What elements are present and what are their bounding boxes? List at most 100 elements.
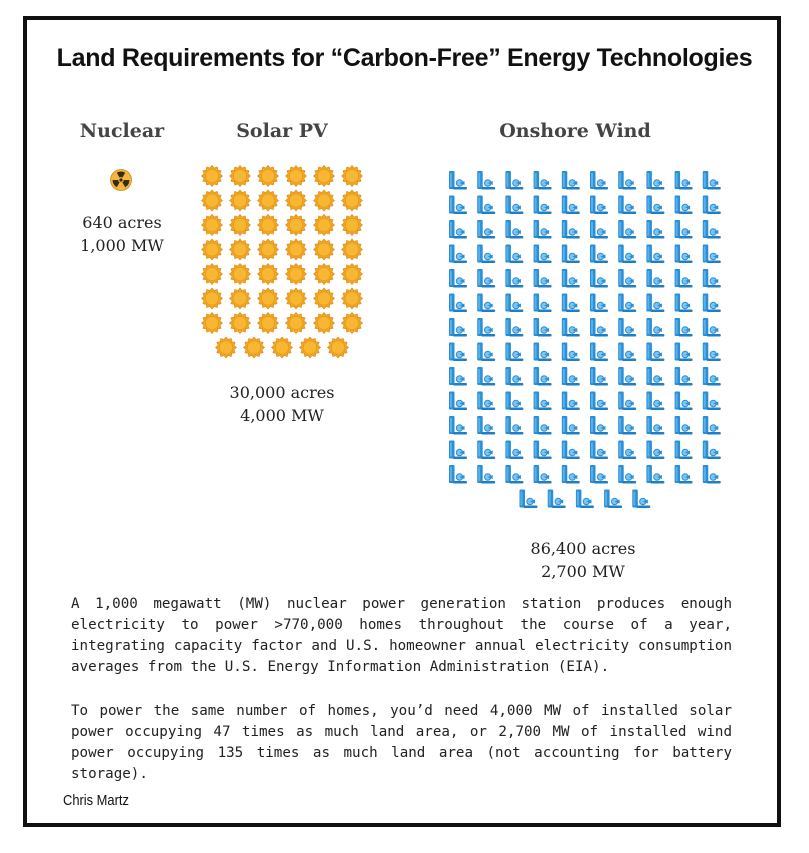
wind-turbine-icon — [646, 416, 665, 435]
sun-icon — [285, 312, 307, 334]
wind-turbine-icon — [533, 171, 552, 190]
wind-turbine-icon — [547, 489, 566, 508]
sun-icon — [313, 214, 335, 236]
nuclear-acres-label: 640 acres — [82, 213, 162, 232]
wind-turbine-icon — [449, 293, 467, 312]
wind-turbine-icon — [590, 440, 608, 459]
sun-icon — [341, 312, 363, 334]
wind-turbine-icon — [618, 171, 637, 190]
wind-turbine-icon — [505, 465, 524, 484]
wind-turbine-icon — [477, 342, 496, 361]
wind-turbine-icon — [590, 465, 608, 484]
wind-turbine-icon — [674, 391, 693, 410]
wind-turbine-icon — [505, 269, 524, 288]
wind-turbine-icon — [674, 440, 693, 459]
wind-turbine-icon — [674, 465, 693, 484]
wind-turbine-icon — [674, 416, 693, 435]
sun-icon — [285, 165, 307, 187]
sun-icon — [257, 238, 279, 261]
wind-turbine-icon — [590, 367, 608, 386]
wind-turbine-icon — [449, 318, 467, 337]
wind-turbine-icon — [449, 367, 467, 386]
explanation-paragraph-2: To power the same number of homes, you’d… — [71, 703, 732, 782]
wind-turbine-icon — [477, 367, 496, 386]
nuclear-icon-group — [110, 169, 132, 191]
wind-acres-label: 86,400 acres — [530, 539, 636, 558]
wind-turbine-icon — [575, 489, 594, 508]
wind-turbine-icon — [449, 269, 467, 288]
wind-turbine-icon — [590, 195, 608, 214]
wind-turbine-icon — [618, 293, 637, 312]
column-header-nuclear: Nuclear — [79, 120, 165, 142]
wind-turbine-icon — [646, 269, 665, 288]
sun-icon — [229, 287, 251, 310]
wind-turbine-icon — [477, 244, 496, 263]
wind-turbine-icon — [646, 318, 665, 337]
wind-turbine-icon — [702, 440, 721, 459]
sun-icon — [341, 287, 363, 310]
wind-turbine-icon — [702, 465, 721, 484]
wind-turbine-icon — [533, 367, 552, 386]
sun-icon — [229, 165, 251, 187]
wind-turbine-icon — [533, 220, 552, 239]
wind-turbine-icon — [533, 416, 552, 435]
wind-turbine-icon — [674, 318, 693, 337]
wind-turbine-icon — [477, 269, 496, 288]
sun-icon — [257, 189, 279, 212]
wind-turbine-icon — [618, 220, 637, 239]
wind-turbine-icon — [618, 195, 637, 214]
wind-turbine-icon — [646, 440, 665, 459]
wind-turbine-icon — [674, 195, 693, 214]
solar-capacity-label: 4,000 MW — [240, 406, 324, 425]
wind-turbine-icon — [618, 269, 637, 288]
sun-icon — [257, 165, 279, 187]
wind-turbine-icon — [590, 171, 608, 190]
sun-icon — [285, 189, 307, 212]
wind-turbine-icon — [590, 244, 608, 263]
chart-title: Land Requirements for “Carbon-Free” Ener… — [56, 44, 753, 72]
wind-icon-grid — [449, 171, 721, 508]
wind-turbine-icon — [449, 171, 467, 190]
wind-turbine-icon — [632, 489, 651, 508]
sun-icon — [313, 189, 335, 212]
sun-icon — [257, 312, 279, 334]
solar-icon-grid — [201, 165, 363, 359]
wind-turbine-icon — [702, 171, 721, 190]
sun-icon — [257, 263, 279, 285]
sun-icon — [201, 287, 223, 310]
sun-icon — [243, 336, 265, 359]
wind-turbine-icon — [618, 367, 637, 386]
wind-turbine-icon — [561, 195, 580, 214]
sun-icon — [229, 263, 251, 285]
wind-turbine-icon — [590, 416, 608, 435]
author-credit: Chris Martz — [63, 792, 129, 809]
wind-turbine-icon — [702, 416, 721, 435]
sun-icon — [285, 287, 307, 310]
wind-turbine-icon — [533, 195, 552, 214]
wind-turbine-icon — [533, 293, 552, 312]
wind-turbine-icon — [702, 367, 721, 386]
wind-turbine-icon — [561, 465, 580, 484]
wind-turbine-icon — [674, 171, 693, 190]
wind-turbine-icon — [477, 416, 496, 435]
sun-icon — [285, 214, 307, 236]
wind-turbine-icon — [533, 318, 552, 337]
wind-turbine-icon — [561, 391, 580, 410]
wind-turbine-icon — [477, 171, 496, 190]
wind-turbine-icon — [561, 171, 580, 190]
sun-icon — [201, 238, 223, 261]
wind-turbine-icon — [505, 342, 524, 361]
wind-turbine-icon — [477, 220, 496, 239]
wind-turbine-icon — [618, 465, 637, 484]
sun-icon — [271, 336, 293, 359]
wind-turbine-icon — [533, 440, 552, 459]
sun-icon — [327, 336, 349, 359]
wind-turbine-icon — [449, 416, 467, 435]
wind-turbine-icon — [604, 489, 623, 508]
solar-acres-label: 30,000 acres — [229, 383, 335, 402]
wind-turbine-icon — [533, 269, 552, 288]
wind-turbine-icon — [702, 391, 721, 410]
wind-turbine-icon — [674, 367, 693, 386]
sun-icon — [285, 263, 307, 285]
wind-turbine-icon — [533, 244, 552, 263]
